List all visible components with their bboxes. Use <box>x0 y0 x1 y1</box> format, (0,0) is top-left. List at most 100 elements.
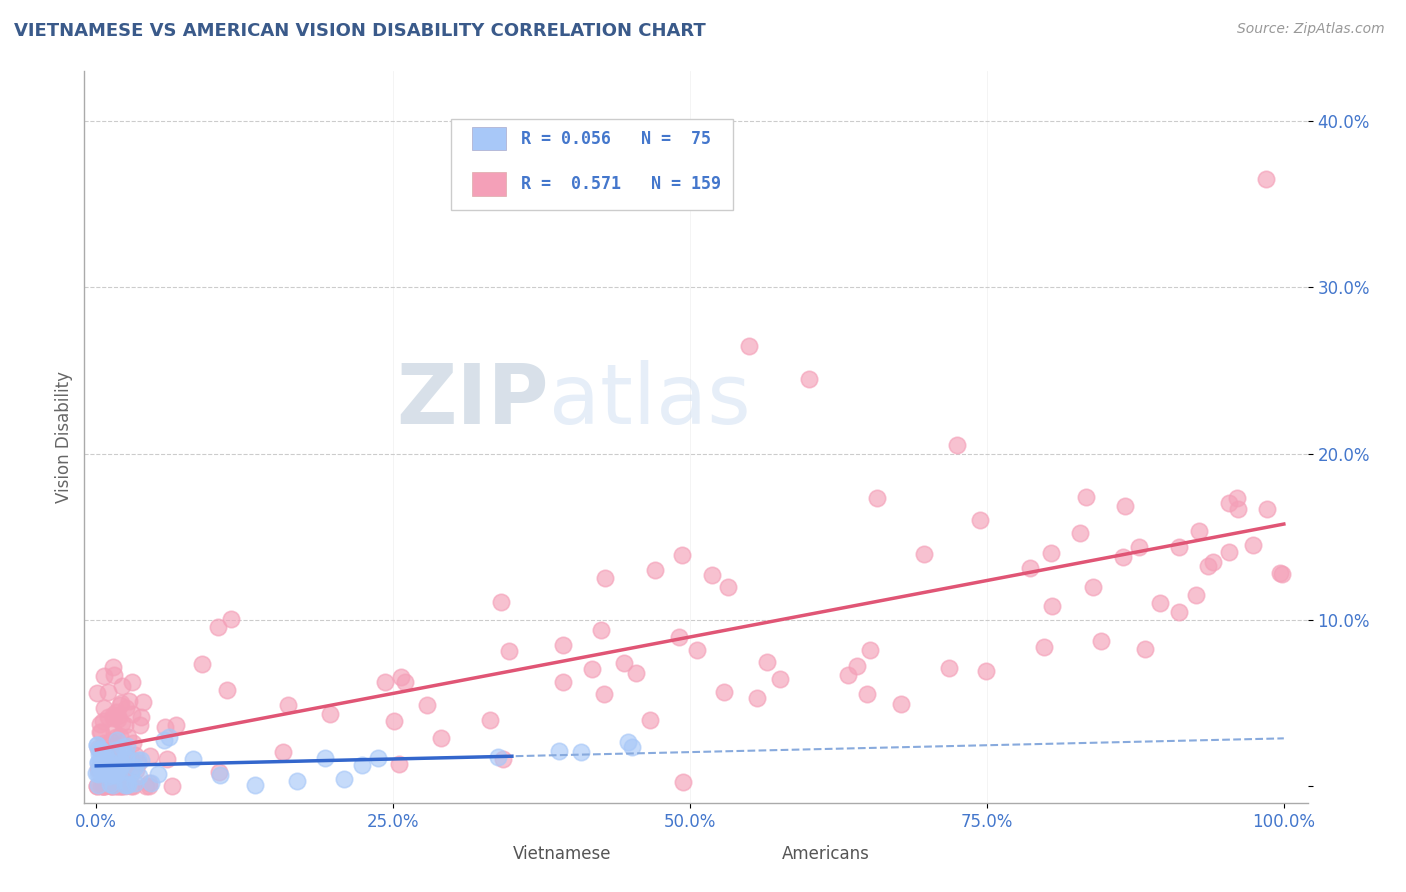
Point <box>108 779 131 793</box>
Point <box>87 756 110 770</box>
Point <box>745 690 768 705</box>
Point <box>121 706 143 721</box>
Point <box>103 660 125 674</box>
Point <box>191 657 214 671</box>
Point <box>103 757 125 772</box>
Point <box>101 779 124 793</box>
Point <box>94 749 117 764</box>
Point <box>797 372 820 386</box>
Point <box>738 338 761 352</box>
Point <box>115 751 138 765</box>
Point <box>498 644 520 658</box>
Point <box>101 766 124 780</box>
Point <box>89 724 111 739</box>
Point <box>105 733 128 747</box>
Point <box>374 674 396 689</box>
Point <box>96 744 118 758</box>
Point <box>100 779 122 793</box>
Point <box>866 491 889 505</box>
Point <box>90 725 112 739</box>
Point <box>98 755 121 769</box>
Text: ZIP: ZIP <box>396 360 550 441</box>
Point <box>93 701 115 715</box>
Point <box>89 717 111 731</box>
Point <box>1040 599 1063 614</box>
Point <box>138 779 160 793</box>
Point <box>107 764 129 779</box>
Point <box>1039 546 1062 560</box>
Point <box>96 755 118 769</box>
Point <box>103 711 125 725</box>
Point <box>668 630 690 644</box>
Point <box>96 754 118 768</box>
Point <box>486 750 509 764</box>
Point <box>277 698 299 712</box>
Point <box>845 658 868 673</box>
Point <box>118 694 141 708</box>
Point <box>93 743 115 757</box>
Point <box>620 739 643 754</box>
Point <box>86 738 108 752</box>
Point <box>93 779 115 793</box>
Point <box>121 675 143 690</box>
Point <box>208 764 231 779</box>
Point <box>91 714 114 728</box>
Point <box>89 764 111 779</box>
Point <box>153 720 176 734</box>
Point <box>104 768 127 782</box>
Point <box>91 760 114 774</box>
Point <box>125 763 148 777</box>
Point <box>103 760 125 774</box>
Point <box>89 747 111 761</box>
Point <box>479 714 502 728</box>
Bar <box>738 844 769 867</box>
Point <box>1226 501 1249 516</box>
Point <box>117 731 139 745</box>
Point <box>86 739 108 753</box>
Point <box>105 779 128 793</box>
Point <box>640 713 662 727</box>
Point <box>91 744 114 758</box>
Point <box>110 779 132 793</box>
Point <box>110 697 132 711</box>
Point <box>110 755 132 769</box>
Point <box>128 769 150 783</box>
Point <box>120 766 142 780</box>
Point <box>976 664 998 678</box>
Point <box>115 739 138 753</box>
Point <box>127 756 149 771</box>
Point <box>89 741 111 756</box>
Point <box>107 748 129 763</box>
Point <box>100 734 122 748</box>
Point <box>1149 596 1171 610</box>
Point <box>492 752 515 766</box>
Point <box>117 776 139 790</box>
Point <box>91 779 114 793</box>
Point <box>121 759 143 773</box>
Point <box>769 672 792 686</box>
Point <box>124 760 146 774</box>
Point <box>644 564 666 578</box>
Point <box>938 660 960 674</box>
Point <box>430 731 453 745</box>
Point <box>114 779 136 793</box>
Text: VIETNAMESE VS AMERICAN VISION DISABILITY CORRELATION CHART: VIETNAMESE VS AMERICAN VISION DISABILITY… <box>14 22 706 40</box>
Point <box>672 774 695 789</box>
Point <box>131 695 153 709</box>
Point <box>111 779 134 793</box>
Point <box>84 766 107 780</box>
Text: R = 0.056   N =  75: R = 0.056 N = 75 <box>522 129 711 148</box>
Point <box>617 735 640 749</box>
Point <box>551 675 574 690</box>
Point <box>94 774 117 789</box>
Point <box>97 684 120 698</box>
Point <box>1218 545 1240 559</box>
Point <box>969 513 991 527</box>
Point <box>1226 491 1249 506</box>
Text: Americans: Americans <box>782 845 869 863</box>
Point <box>98 748 121 763</box>
Point <box>108 729 131 743</box>
Point <box>93 736 115 750</box>
Point <box>1114 499 1136 513</box>
Point <box>153 733 176 747</box>
